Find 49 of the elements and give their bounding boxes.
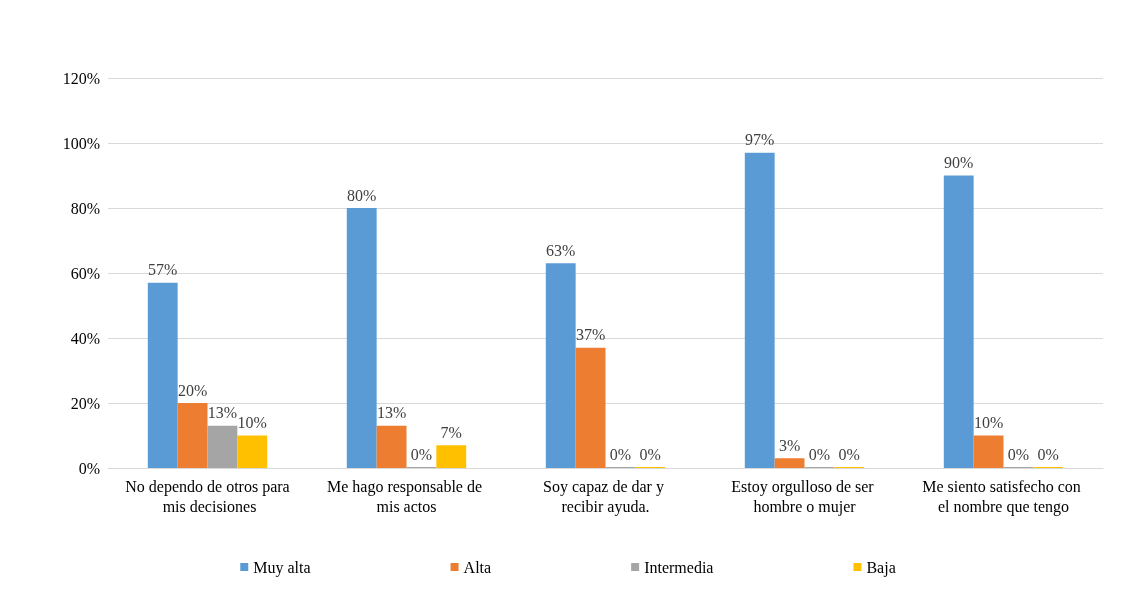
- data-label: 13%: [376, 404, 407, 422]
- data-label: 3%: [778, 436, 801, 454]
- x-tick-label: Soy capaz de dar y recibir ayuda.: [543, 477, 668, 516]
- data-label: 0%: [838, 445, 860, 463]
- x-tick-label: Me siento satisfecho con el nombre que tengo: [922, 477, 1085, 516]
- bar: [744, 152, 775, 468]
- bar: [177, 403, 208, 468]
- bar: [346, 208, 377, 468]
- y-tick-label: 100%: [62, 134, 100, 152]
- bar: [575, 347, 606, 468]
- data-label: 37%: [575, 326, 606, 344]
- x-tick-label: Me hago responsable de mis actos: [326, 477, 487, 515]
- data-label: 0%: [808, 445, 831, 463]
- bar: [376, 425, 407, 468]
- y-tick-label: 40%: [70, 329, 100, 347]
- bar: [973, 435, 1004, 468]
- bar: [207, 425, 238, 468]
- legend-label: Baja: [866, 558, 896, 577]
- bar: [943, 175, 974, 468]
- y-tick-label: 60%: [70, 264, 100, 282]
- y-tick-label: 120%: [62, 69, 100, 87]
- bar: [237, 435, 268, 468]
- data-label: 0%: [639, 445, 661, 463]
- legend-label: Alta: [463, 558, 492, 576]
- data-label: 20%: [177, 381, 208, 399]
- legend-label: Intermedia: [644, 558, 714, 576]
- bar: [545, 263, 576, 468]
- data-label: 0%: [410, 445, 433, 463]
- data-label: 10%: [973, 414, 1004, 431]
- data-label: 0%: [1007, 445, 1030, 463]
- data-label: 97%: [745, 131, 775, 149]
- data-label: 90%: [944, 154, 974, 171]
- bar: [147, 282, 178, 468]
- data-label: 10%: [237, 414, 267, 431]
- data-label: 80%: [347, 186, 377, 204]
- y-tick-label: 80%: [70, 199, 100, 217]
- data-label: 57%: [148, 261, 178, 279]
- legend-label: Muy alta: [253, 558, 311, 577]
- bar: [774, 458, 805, 468]
- data-label: 63%: [546, 241, 576, 259]
- x-tick-label: Estoy orgulloso de ser hombre o mujer: [731, 477, 878, 516]
- data-label: 7%: [440, 423, 462, 441]
- y-tick-label: 20%: [70, 394, 100, 412]
- x-tick-label: No dependo de otros para mis decisiones: [125, 477, 290, 515]
- data-label: 13%: [207, 404, 238, 422]
- y-tick-label: 0%: [78, 459, 100, 477]
- data-label: 0%: [609, 445, 632, 463]
- data-label: 0%: [1037, 445, 1059, 463]
- bar: [436, 445, 467, 468]
